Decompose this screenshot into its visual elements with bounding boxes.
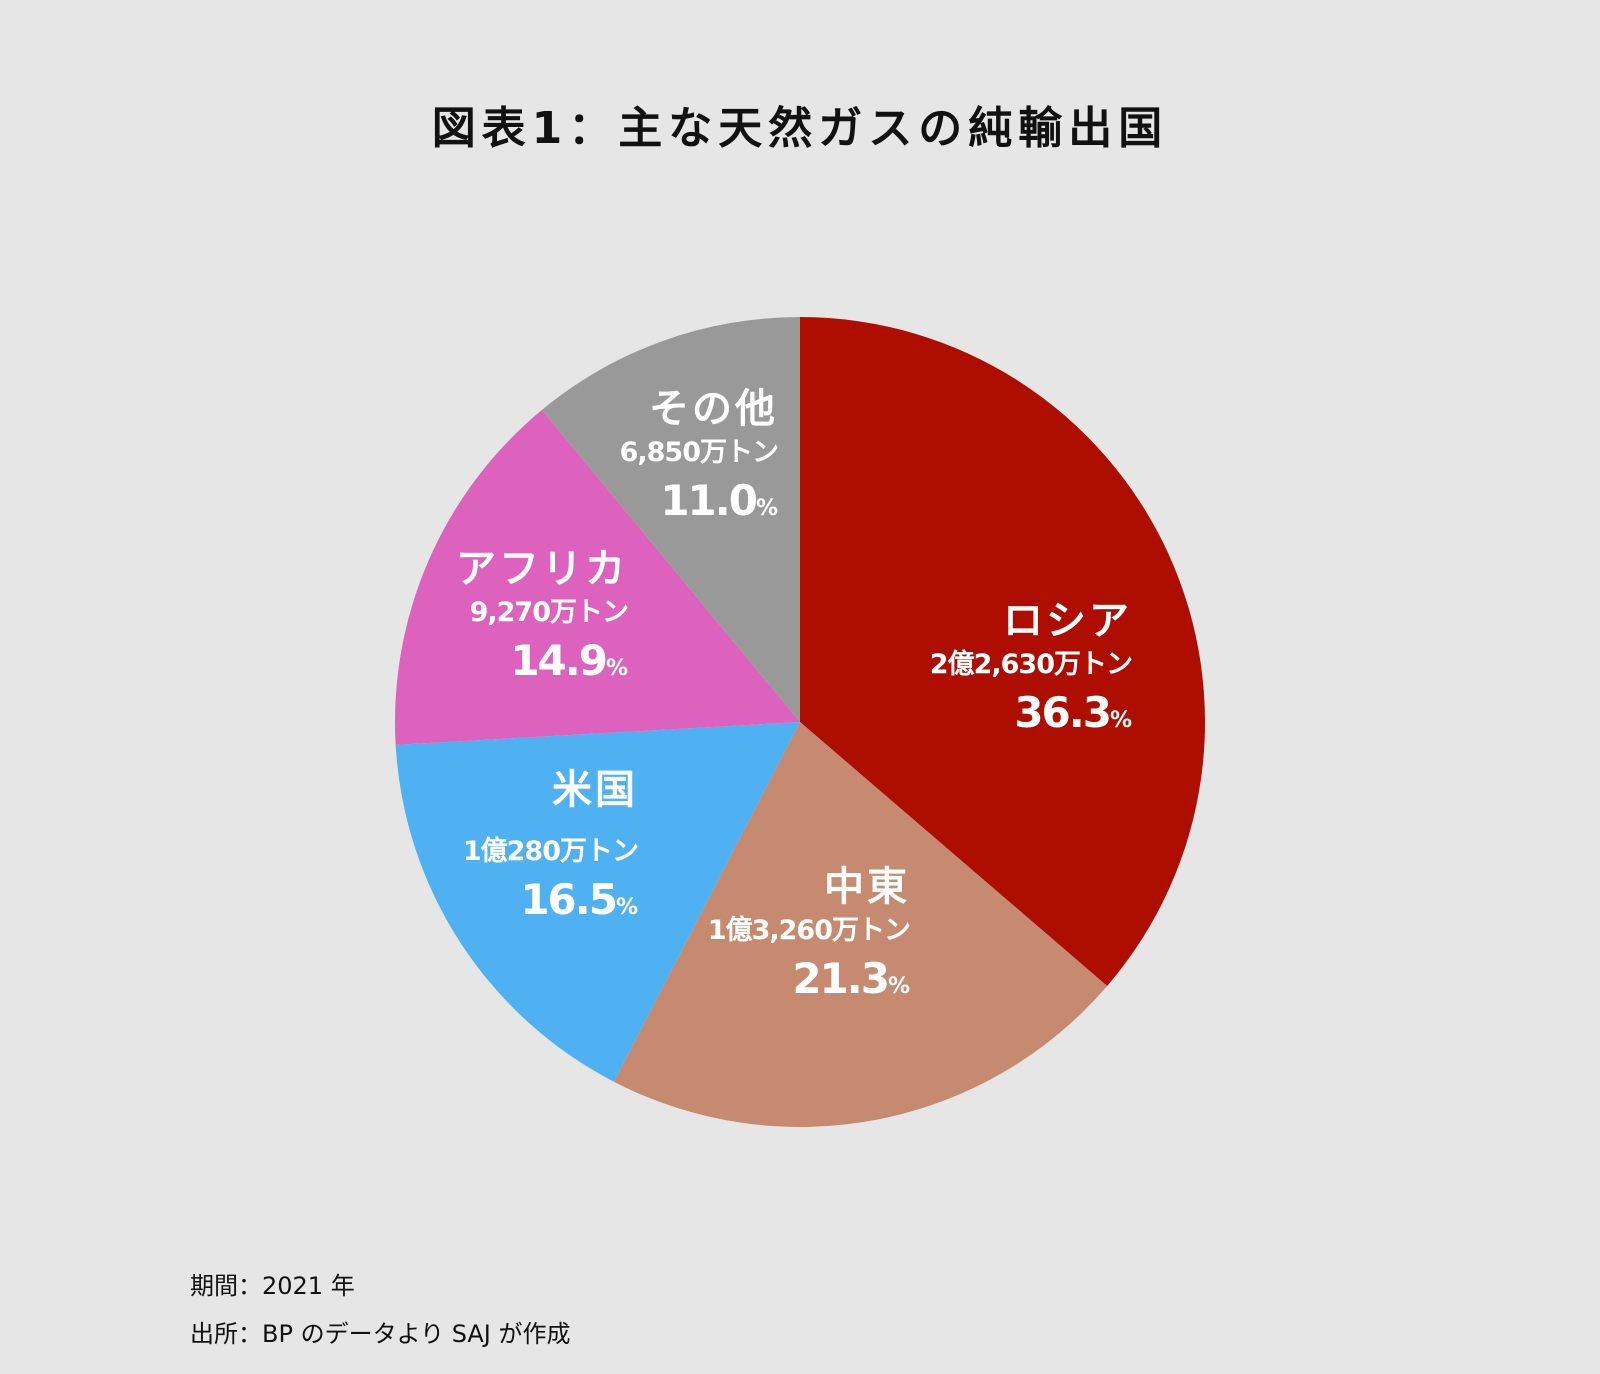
slice-percent-unit: % bbox=[615, 895, 638, 920]
slice-percent: 16.5% bbox=[463, 871, 638, 937]
slice-label-other: その他 6,850万トン 11.0% bbox=[619, 384, 779, 538]
slice-label-africa: アフリカ 9,270万トン 14.9% bbox=[456, 544, 629, 698]
slice-percent-unit: % bbox=[605, 656, 628, 681]
slice-label-middle-east: 中東 1億3,260万トン 21.3% bbox=[707, 862, 911, 1016]
slice-percent-value: 36.3 bbox=[1014, 688, 1112, 737]
pie-slice-other bbox=[541, 317, 800, 722]
slice-percent-value: 14.9 bbox=[510, 636, 608, 685]
slice-label-russia: ロシア 2億2,630万トン 36.3% bbox=[929, 596, 1133, 750]
slice-percent: 36.3% bbox=[930, 684, 1132, 750]
slice-amount: 1億3,260万トン bbox=[707, 915, 911, 946]
slice-percent: 21.3% bbox=[708, 950, 910, 1016]
pie-slice-usa bbox=[395, 722, 800, 1082]
slice-amount: 6,850万トン bbox=[619, 437, 779, 468]
pie-slice-africa bbox=[395, 409, 800, 745]
pie-slice-middle-east bbox=[613, 722, 1108, 1128]
footnotes: 期間：2021 年 出所：BP のデータより SAJ が作成 bbox=[190, 1262, 571, 1358]
slice-name: ロシア bbox=[1003, 598, 1132, 644]
slice-label-usa: 米国 1億280万トン 16.5% bbox=[462, 765, 639, 937]
slice-percent-value: 11.0 bbox=[660, 476, 758, 525]
pie-slice-russia bbox=[800, 317, 1206, 986]
chart-title: 図表1：主な天然ガスの純輸出国 bbox=[431, 103, 1169, 154]
slice-name: 米国 bbox=[552, 767, 638, 813]
slice-name: アフリカ bbox=[456, 546, 628, 592]
slice-amount: 2億2,630万トン bbox=[929, 649, 1133, 680]
slice-name: 中東 bbox=[824, 864, 910, 910]
slice-percent: 11.0% bbox=[620, 472, 778, 538]
slice-percent-value: 16.5 bbox=[520, 875, 618, 924]
period-note: 期間：2021 年 bbox=[190, 1272, 355, 1300]
slice-percent: 14.9% bbox=[456, 632, 628, 698]
slice-amount: 1億280万トン bbox=[462, 836, 639, 867]
slice-amount: 9,270万トン bbox=[469, 597, 629, 628]
slice-percent-unit: % bbox=[755, 496, 778, 521]
slice-percent-unit: % bbox=[1109, 708, 1132, 733]
source-note: 出所：BP のデータより SAJ が作成 bbox=[190, 1320, 571, 1348]
slice-percent-unit: % bbox=[887, 974, 910, 999]
slice-percent-value: 21.3 bbox=[792, 954, 890, 1003]
slice-name: その他 bbox=[649, 386, 778, 432]
